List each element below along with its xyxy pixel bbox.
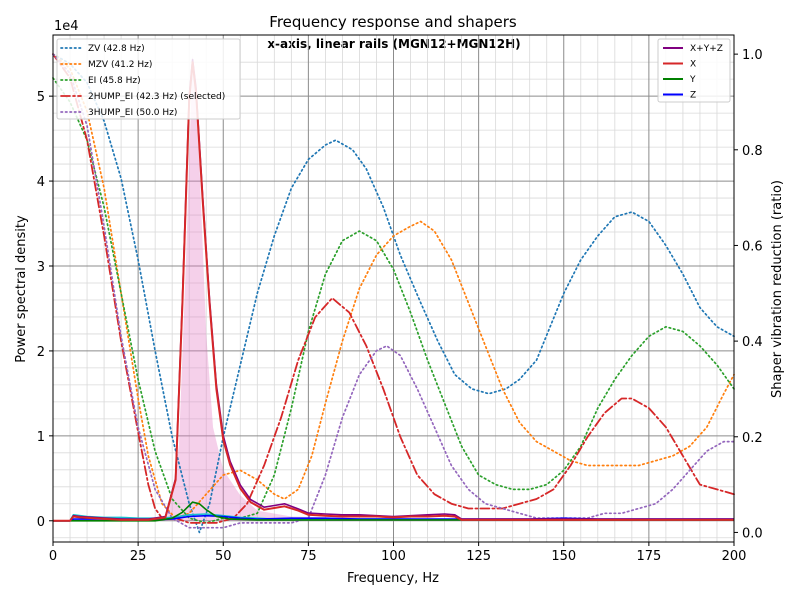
legend-axes: X+Y+Z XYZ: [657, 38, 731, 103]
x-tick-label: 100: [381, 549, 406, 564]
legend-axis-label: Y: [689, 75, 696, 85]
y-tick-label: 3: [37, 260, 45, 275]
legend-shapers: ZV (42.8 Hz) MZV (41.2 Hz) EI (45.8 Hz) 2HU…: [56, 38, 241, 120]
psd-line-1: [53, 61, 734, 522]
series-layer: [52, 53, 735, 534]
shaper-line-0: [52, 53, 735, 534]
shaper-line-4: [52, 53, 735, 529]
shaper-line-1: [52, 53, 735, 519]
psd-fill-layer: [53, 53, 734, 521]
legend-shaper-label: 2HUMP_EI (42.3 Hz) (selected): [88, 92, 225, 102]
shaper-line-2: [52, 77, 735, 524]
y-multiplier-label: 1e4: [54, 19, 79, 34]
y2-tick-label: 0.4: [742, 335, 763, 350]
legend-axis-label: X+Y+Z: [690, 44, 723, 54]
x-tick-label: 50: [215, 549, 232, 564]
x-tick-label: 25: [130, 549, 147, 564]
x-tick-label: 175: [636, 549, 661, 564]
legend-shaper-label: ZV (42.8 Hz): [88, 44, 145, 54]
shaper-line-3: [52, 53, 735, 524]
y2-tick-label: 1.0: [742, 48, 763, 63]
y2-tick-label: 0.0: [742, 526, 763, 541]
legend-shapers-box: [56, 38, 241, 120]
x-tick-label: 150: [551, 549, 576, 564]
legend-axis-label: Z: [690, 91, 696, 101]
y-tick-label: 1: [37, 430, 45, 445]
y-tick-label: 0: [37, 515, 45, 530]
y2-tick-label: 0.6: [742, 239, 763, 254]
legend-axes-box: [657, 38, 731, 103]
y2-axis-label: Shaper vibration reduction (ratio): [770, 180, 785, 398]
x-tick-label: 200: [722, 549, 747, 564]
x-tick-label: 125: [466, 549, 491, 564]
x-axis-label: Frequency, Hz: [347, 571, 439, 586]
ticks-layer: 0 25 50 75 100 125 150 175 200 0 1 2 3 4 5 0.0 0.2 0.4 0.6…: [37, 48, 763, 564]
x-tick-label: 0: [49, 549, 57, 564]
legend-shaper-label: EI (45.8 Hz): [88, 76, 141, 86]
psd-line-2: [53, 501, 734, 522]
y2-tick-label: 0.8: [742, 144, 763, 159]
y-tick-label: 4: [37, 175, 45, 190]
y-tick-label: 5: [37, 90, 45, 105]
legend-shaper-label: 3HUMP_EI (50.0 Hz): [88, 108, 177, 118]
x-tick-label: 75: [300, 549, 317, 564]
legend-shaper-label: MZV (41.2 Hz): [88, 60, 152, 70]
legend-axis-label: X: [690, 60, 696, 70]
y2-tick-label: 0.2: [742, 431, 763, 446]
y-axis-label: Power spectral density: [14, 215, 29, 363]
y-tick-label: 2: [37, 345, 45, 360]
minor-grid: [53, 35, 734, 542]
psd-fill-area: [53, 53, 734, 521]
chart-title: Frequency response and shapers: [269, 13, 517, 31]
